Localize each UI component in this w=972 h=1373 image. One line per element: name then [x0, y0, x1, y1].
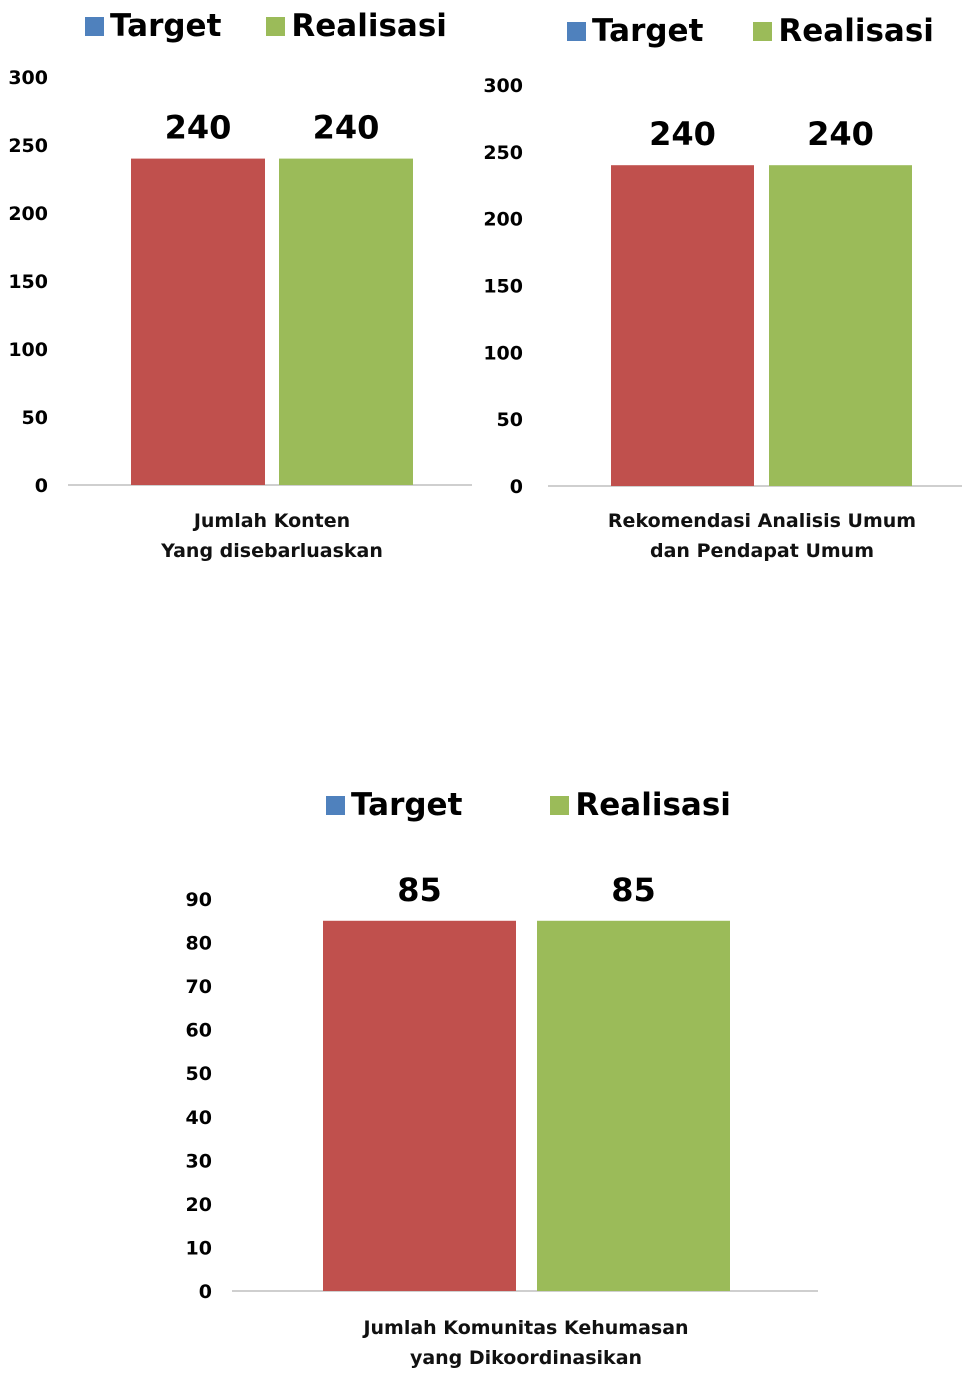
- legend-realisasi: Realisasi: [753, 13, 934, 49]
- data-label: 240: [649, 115, 716, 153]
- data-label: 240: [807, 115, 874, 153]
- y-tick-label: 10: [186, 1237, 212, 1259]
- category-line: Jumlah Konten: [193, 510, 351, 532]
- category-line: dan Pendapat Umum: [650, 540, 874, 562]
- chart3-category-label: Jumlah Komunitas Kehumasan yang Dikoordi…: [326, 1313, 726, 1373]
- chart1-legend: Target Realisasi: [85, 8, 447, 44]
- category-line: Yang disebarluaskan: [161, 540, 383, 562]
- y-tick-label: 0: [199, 1281, 212, 1303]
- bar-realisasi: [769, 165, 912, 486]
- legend-target-label: Target: [110, 8, 222, 44]
- legend-target: Target: [567, 13, 703, 49]
- chart1-category-label: Jumlah Konten Yang disebarluaskan: [72, 506, 472, 566]
- y-tick-label: 50: [186, 1063, 212, 1085]
- data-label: 240: [313, 109, 380, 147]
- y-tick-label: 200: [8, 203, 48, 225]
- y-tick-label: 150: [8, 271, 48, 293]
- y-tick-label: 100: [483, 342, 523, 364]
- legend-realisasi: Realisasi: [266, 8, 447, 44]
- y-tick-label: 200: [483, 209, 523, 231]
- legend-realisasi-label: Realisasi: [778, 13, 934, 49]
- y-tick-label: 40: [186, 1107, 212, 1129]
- y-tick-label: 80: [186, 933, 212, 955]
- y-tick-label: 300: [483, 75, 523, 97]
- y-tick-label: 30: [186, 1150, 212, 1172]
- y-tick-label: 70: [186, 976, 212, 998]
- data-label: 240: [165, 109, 232, 147]
- y-tick-label: 20: [186, 1194, 212, 1216]
- bar-target: [323, 920, 516, 1291]
- chart2-category-label: Rekomendasi Analisis Umum dan Pendapat U…: [562, 506, 962, 566]
- bar-realisasi: [279, 158, 413, 485]
- y-tick-label: 60: [186, 1020, 212, 1042]
- legend-target-swatch: [326, 795, 345, 815]
- legend-target-swatch: [567, 21, 586, 41]
- legend-target-label: Target: [351, 787, 463, 823]
- chart2-legend: Target Realisasi: [567, 13, 934, 49]
- legend-target-swatch: [85, 16, 104, 36]
- bar-target: [611, 165, 754, 486]
- y-tick-label: 300: [8, 67, 48, 89]
- category-line: yang Dikoordinasikan: [409, 1347, 643, 1369]
- category-line: Jumlah Komunitas Kehumasan: [363, 1317, 689, 1339]
- chart3-legend: Target Realisasi: [326, 787, 731, 823]
- legend-realisasi-swatch: [550, 795, 570, 815]
- bar-target: [131, 158, 265, 485]
- y-tick-label: 90: [186, 889, 212, 911]
- y-tick-label: 0: [35, 475, 48, 497]
- legend-realisasi-swatch: [266, 16, 286, 36]
- y-tick-label: 250: [483, 142, 523, 164]
- legend-realisasi: Realisasi: [550, 787, 731, 823]
- y-tick-label: 250: [8, 135, 48, 157]
- legend-target-label: Target: [592, 13, 704, 49]
- y-tick-label: 50: [22, 407, 48, 429]
- bar-realisasi: [537, 920, 730, 1291]
- data-label: 85: [397, 871, 442, 909]
- legend-realisasi-swatch: [753, 21, 773, 41]
- legend-target: Target: [326, 787, 462, 823]
- data-label: 85: [611, 871, 656, 909]
- category-line: Rekomendasi Analisis Umum: [607, 510, 917, 532]
- legend-realisasi-label: Realisasi: [575, 787, 731, 823]
- y-tick-label: 50: [497, 409, 523, 431]
- y-tick-label: 100: [8, 339, 48, 361]
- y-tick-label: 0: [510, 476, 523, 498]
- legend-target: Target: [85, 8, 221, 44]
- legend-realisasi-label: Realisasi: [291, 8, 447, 44]
- y-tick-label: 150: [483, 276, 523, 298]
